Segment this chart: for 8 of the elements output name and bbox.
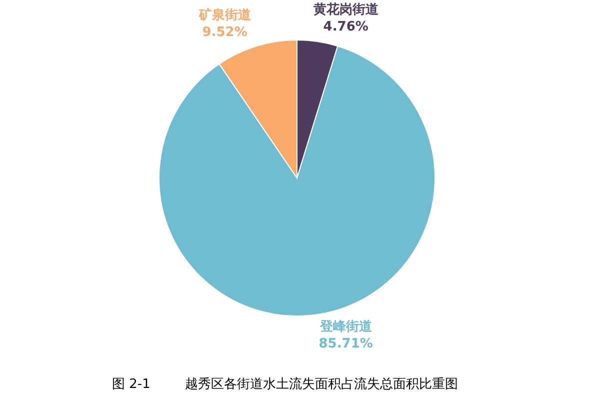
- data-label: 9.52%: [202, 25, 248, 40]
- slice-label: 黄花岗街道: [312, 2, 380, 18]
- data-label: 85.71%: [318, 336, 373, 352]
- data-label: 4.76%: [323, 20, 368, 35]
- text: 越秀区各街道水土流失面积占流失总面积比重图: [185, 376, 458, 392]
- caption: 图 2-1: [112, 377, 150, 392]
- slice-label: 矿泉街道: [198, 7, 252, 24]
- slice-label: 登峰街道: [318, 319, 373, 334]
